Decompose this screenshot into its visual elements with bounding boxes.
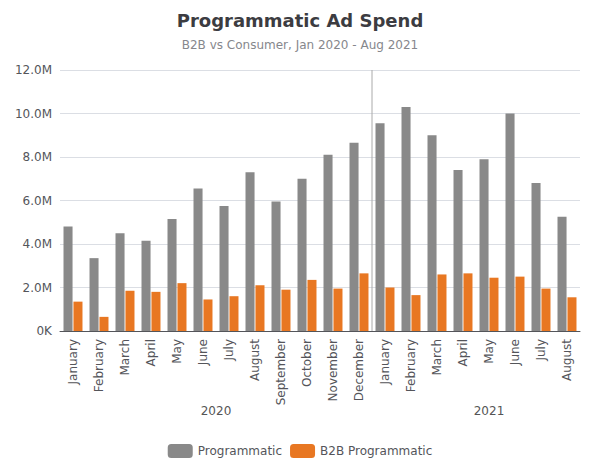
svg-text:March: March [118, 339, 132, 376]
svg-text:May: May [482, 339, 496, 364]
svg-text:January: January [378, 339, 392, 386]
svg-text:July: July [534, 339, 548, 362]
svg-text:B2B vs Consumer, Jan 2020 - Au: B2B vs Consumer, Jan 2020 - Aug 2021 [182, 38, 419, 52]
svg-text:April: April [144, 339, 158, 366]
svg-text:November: November [326, 339, 340, 401]
svg-text:March: March [430, 339, 444, 376]
svg-text:September: September [274, 339, 288, 405]
svg-text:April: April [456, 339, 470, 366]
svg-text:December: December [352, 339, 366, 401]
svg-text:August: August [248, 339, 262, 381]
svg-text:June: June [196, 339, 210, 366]
svg-text:May: May [170, 339, 184, 364]
svg-text:February: February [92, 339, 106, 392]
svg-text:6.0M: 6.0M [23, 194, 52, 208]
svg-text:January: January [66, 339, 80, 386]
svg-text:4.0M: 4.0M [23, 237, 52, 251]
svg-text:Programmatic: Programmatic [198, 444, 282, 458]
svg-text:2.0M: 2.0M [23, 281, 52, 295]
svg-text:June: June [508, 339, 522, 366]
svg-text:July: July [222, 339, 236, 362]
svg-text:2021: 2021 [474, 404, 505, 418]
svg-text:October: October [300, 339, 314, 387]
svg-text:12.0M: 12.0M [15, 63, 52, 77]
svg-text:8.0M: 8.0M [23, 150, 52, 164]
svg-text:August: August [560, 339, 574, 381]
svg-text:B2B Programmatic: B2B Programmatic [320, 444, 432, 458]
svg-text:Programmatic Ad Spend: Programmatic Ad Spend [177, 10, 424, 31]
svg-text:10.0M: 10.0M [15, 107, 52, 121]
svg-text:2020: 2020 [201, 404, 232, 418]
svg-text:0K: 0K [36, 324, 53, 338]
svg-text:February: February [404, 339, 418, 392]
